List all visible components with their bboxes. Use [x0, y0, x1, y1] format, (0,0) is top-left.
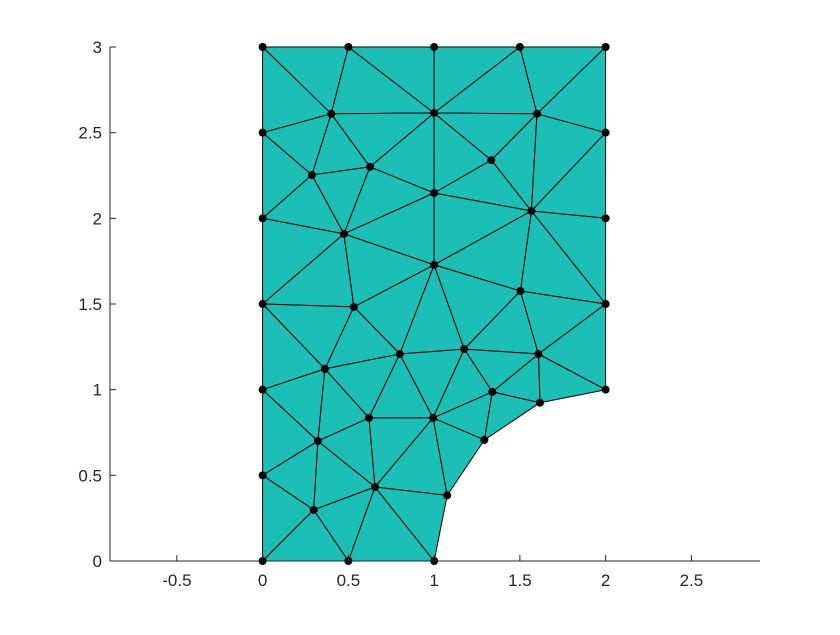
mesh-node: [533, 109, 542, 118]
mesh-triangle: [432, 417, 485, 496]
mesh-node: [480, 435, 489, 444]
y-tick-label: 2.5: [78, 124, 102, 143]
mesh-node: [309, 505, 318, 514]
mesh-node: [430, 108, 439, 117]
mesh-node: [601, 300, 610, 308]
mesh-node: [488, 387, 497, 396]
mesh-node: [515, 43, 524, 51]
x-tick-label: -0.5: [162, 571, 191, 590]
mesh-node: [430, 43, 439, 51]
mesh-node: [487, 156, 496, 165]
mesh-node: [344, 43, 353, 51]
mesh-node: [349, 302, 358, 311]
mesh-triangle: [483, 391, 541, 441]
mesh-node: [430, 260, 439, 269]
x-tick-label: 0: [258, 571, 267, 590]
mesh-node: [327, 109, 336, 118]
mesh-node: [429, 413, 438, 422]
y-tick-label: 0.5: [78, 466, 102, 485]
mesh-node: [601, 214, 610, 223]
mesh-nodes: [258, 43, 610, 565]
mesh-node: [460, 345, 469, 354]
mesh-node: [258, 43, 267, 51]
mesh-node: [370, 482, 379, 491]
y-tick-label: 3: [93, 38, 102, 57]
x-tick-label: 1: [429, 571, 438, 590]
mesh-node: [534, 350, 543, 359]
mesh-node: [430, 188, 439, 197]
mesh-node: [258, 128, 267, 137]
x-tick-label: 0.5: [337, 571, 361, 590]
mesh-node: [258, 214, 267, 223]
axes: -0.5 0 0.5 1 1.5 2 2.5 0 0.5 1 1.5 2 2.5 3: [78, 38, 760, 590]
mesh-node: [601, 385, 610, 394]
mesh-node: [443, 491, 452, 500]
mesh-node: [258, 300, 267, 308]
mesh-node: [366, 162, 374, 171]
mesh-node: [527, 206, 536, 215]
y-tick-label: 1: [93, 381, 102, 400]
mesh-node: [339, 229, 348, 238]
mesh-node: [307, 170, 316, 179]
mesh-node: [364, 413, 373, 422]
mesh-node: [516, 286, 525, 295]
mesh-node: [313, 437, 322, 446]
mesh-node: [601, 43, 610, 51]
x-tick-label: 2: [601, 571, 610, 590]
mesh-node: [258, 385, 267, 394]
mesh-triangle: [374, 486, 448, 562]
y-tick-label: 1.5: [78, 295, 102, 314]
mesh-node: [601, 128, 610, 137]
y-tick-label: 0: [93, 552, 102, 571]
mesh-node: [258, 471, 267, 480]
x-tick-label: 1.5: [508, 571, 532, 590]
mesh-triangles: [262, 46, 607, 562]
y-tick-label: 2: [93, 209, 102, 228]
mesh-node: [320, 364, 329, 373]
mesh-node: [395, 350, 404, 359]
x-tick-label: 2.5: [680, 571, 704, 590]
mesh-node: [535, 398, 544, 407]
